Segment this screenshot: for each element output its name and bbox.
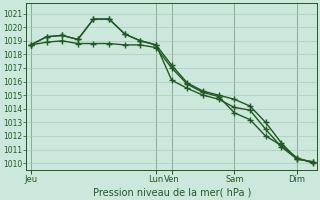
X-axis label: Pression niveau de la mer( hPa ): Pression niveau de la mer( hPa ) bbox=[92, 187, 251, 197]
